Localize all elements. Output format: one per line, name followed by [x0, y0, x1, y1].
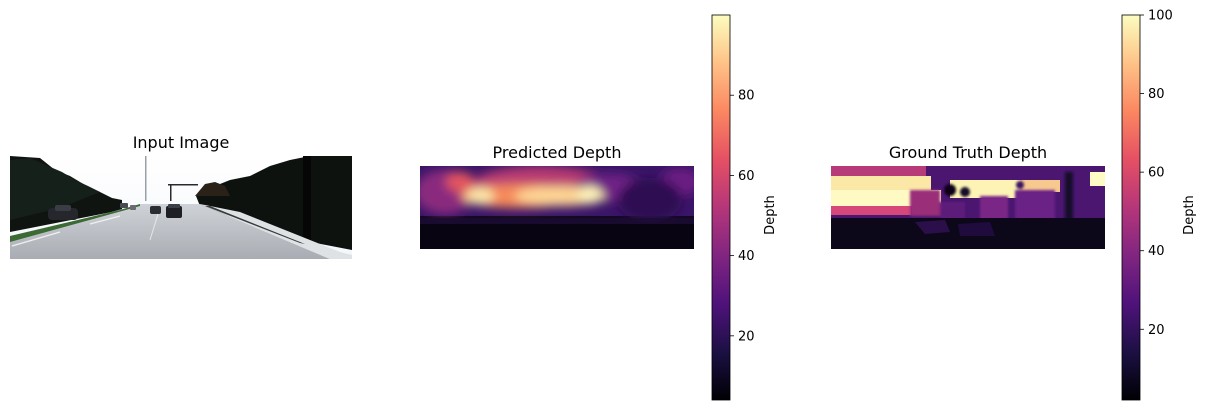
colorbar-tick-label: 60 [738, 169, 755, 184]
colorbar-predicted: 20 40 60 80 Depth [711, 14, 778, 401]
colorbar-tick-label: 20 [1148, 323, 1165, 338]
car-mid [150, 206, 161, 214]
colorbar-tick-label: 40 [738, 249, 755, 264]
ground-truth-depth-map [831, 166, 1105, 249]
colorbar-label-predicted: Depth [763, 195, 778, 235]
colorbar-tick-label: 60 [1148, 166, 1165, 181]
panel-title-input: Input Image [133, 133, 230, 152]
predicted-depth-map [420, 166, 694, 249]
colorbar-ground-truth: 20 40 60 80 100 Depth [1121, 9, 1197, 401]
input-image [10, 156, 352, 259]
panel-title-ground-truth: Ground Truth Depth [889, 143, 1047, 162]
colorbar-tick-label: 20 [738, 329, 755, 344]
colorbar-tick-label: 100 [1148, 9, 1173, 24]
colorbar-tick-label: 40 [1148, 244, 1165, 259]
colorbar-tick-label: 80 [1148, 87, 1165, 102]
car-left [48, 205, 78, 220]
car-center [166, 204, 182, 218]
panel-title-predicted: Predicted Depth [493, 143, 622, 162]
colorbar-label-ground-truth: Depth [1182, 195, 1197, 235]
colorbar-tick-label: 80 [738, 89, 755, 104]
